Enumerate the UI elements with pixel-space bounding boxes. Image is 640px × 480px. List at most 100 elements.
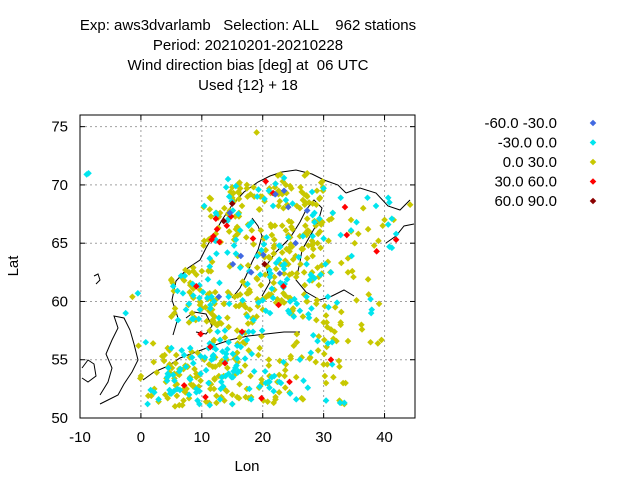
data-point xyxy=(271,273,278,281)
data-point xyxy=(351,239,358,247)
data-point xyxy=(299,232,307,240)
data-point xyxy=(309,211,316,219)
data-point xyxy=(303,260,310,268)
data-point xyxy=(196,281,203,289)
legend-marker xyxy=(589,197,597,205)
data-point xyxy=(199,288,207,296)
data-point xyxy=(303,169,311,177)
data-point xyxy=(200,242,207,249)
data-point xyxy=(163,377,171,385)
data-point xyxy=(258,376,265,383)
data-point xyxy=(223,356,231,364)
data-point xyxy=(301,281,309,289)
data-point xyxy=(195,383,203,390)
data-point xyxy=(374,340,382,347)
data-point xyxy=(280,290,287,297)
data-point xyxy=(83,171,90,178)
data-point xyxy=(180,382,188,389)
data-point xyxy=(233,362,240,369)
data-point xyxy=(265,292,273,299)
legend-label: 60.0 90.0 xyxy=(494,193,557,210)
data-point xyxy=(236,185,244,192)
data-point xyxy=(243,185,251,192)
data-point xyxy=(253,193,261,200)
data-point xyxy=(286,298,294,305)
data-point xyxy=(208,258,216,266)
data-point xyxy=(301,172,309,179)
data-point xyxy=(142,338,150,346)
data-point xyxy=(153,369,161,376)
data-point xyxy=(150,358,157,366)
data-point xyxy=(168,344,175,352)
data-point xyxy=(313,316,320,324)
data-point xyxy=(236,334,243,341)
data-point xyxy=(245,222,253,230)
data-point xyxy=(268,285,276,292)
data-point xyxy=(281,257,289,264)
data-point xyxy=(182,266,189,274)
data-point xyxy=(180,277,188,284)
data-point xyxy=(375,237,382,245)
data-point xyxy=(196,301,204,309)
data-point xyxy=(328,215,335,223)
data-point xyxy=(266,384,273,391)
data-point xyxy=(323,323,331,331)
data-point xyxy=(367,309,375,317)
data-point xyxy=(272,265,280,273)
data-point xyxy=(367,295,374,303)
data-point xyxy=(274,295,281,303)
data-point xyxy=(229,350,237,358)
data-point xyxy=(324,340,332,347)
data-point xyxy=(309,239,317,247)
coastline-faroe xyxy=(93,273,101,285)
data-point xyxy=(282,361,290,368)
data-point xyxy=(225,338,232,346)
data-point xyxy=(191,365,198,373)
data-point xyxy=(261,260,268,268)
data-point xyxy=(165,372,172,380)
x-tick-label: 40 xyxy=(376,429,393,446)
data-point xyxy=(277,279,284,287)
data-point xyxy=(277,243,284,250)
data-point xyxy=(216,336,224,344)
x-ticks: -10 0 10 20 30 40 xyxy=(69,115,393,446)
data-point xyxy=(185,319,193,326)
data-point xyxy=(327,356,335,364)
legend-marker xyxy=(589,158,597,166)
data-point xyxy=(316,228,324,235)
data-point xyxy=(275,371,283,379)
data-point xyxy=(234,292,242,299)
data-point xyxy=(327,269,335,276)
data-point xyxy=(237,252,245,260)
data-point xyxy=(137,375,144,382)
data-point xyxy=(329,209,337,217)
data-point xyxy=(318,262,326,269)
data-point xyxy=(358,321,365,329)
x-tick-label: 0 xyxy=(137,429,145,446)
data-point xyxy=(266,309,274,317)
data-point xyxy=(324,293,332,301)
data-point xyxy=(189,382,197,389)
data-point xyxy=(208,236,215,243)
data-point xyxy=(166,386,173,394)
data-point xyxy=(320,235,327,242)
data-point xyxy=(129,293,136,301)
data-point xyxy=(256,383,263,390)
data-point xyxy=(205,361,213,368)
data-point xyxy=(283,245,290,253)
data-point xyxy=(327,326,335,333)
data-point xyxy=(314,347,322,354)
y-axis-label: Lat xyxy=(5,255,22,277)
data-point xyxy=(218,378,225,386)
data-point xyxy=(283,276,291,283)
data-point xyxy=(317,271,324,278)
data-point xyxy=(224,217,231,225)
data-point xyxy=(298,188,306,196)
data-point xyxy=(322,312,330,319)
data-point xyxy=(225,215,232,223)
data-point xyxy=(180,397,187,404)
data-point xyxy=(322,260,329,268)
data-point xyxy=(226,209,234,217)
data-point xyxy=(196,294,203,302)
